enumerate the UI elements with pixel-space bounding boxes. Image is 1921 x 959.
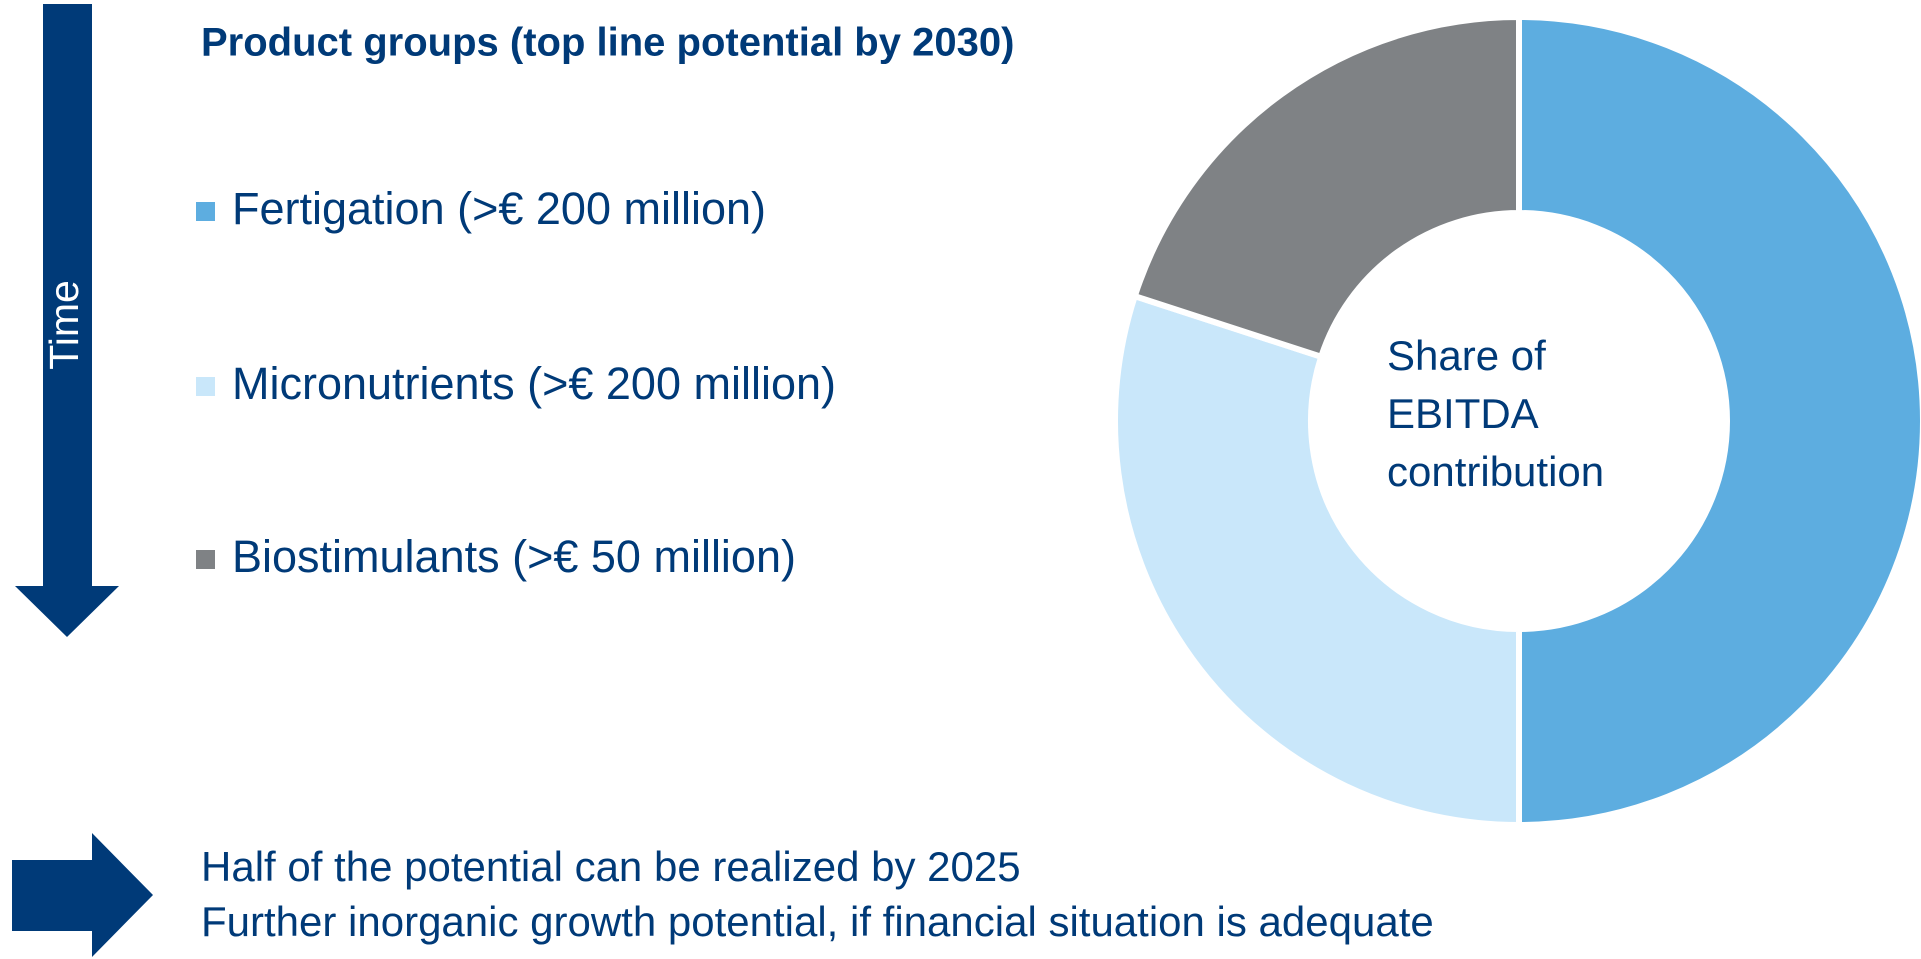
time-arrow-head xyxy=(15,586,119,637)
time-arrow-shaft xyxy=(43,4,92,587)
legend-label: Fertigation (>€ 200 million) xyxy=(232,183,766,234)
center-label: contribution xyxy=(1387,448,1604,495)
conclusion-arrow xyxy=(12,833,153,957)
legend-label: Micronutrients (>€ 200 million) xyxy=(232,358,836,409)
center-label: Share of xyxy=(1387,332,1546,379)
legend-swatch xyxy=(196,202,215,221)
legend-swatch xyxy=(196,550,215,569)
center-label: EBITDA xyxy=(1387,390,1539,437)
time-label: Time xyxy=(41,280,87,370)
donut-segment xyxy=(1516,13,1921,829)
donut-segment xyxy=(1130,13,1522,361)
legend-label: Biostimulants (>€ 50 million) xyxy=(232,531,796,582)
chart-title: Product groups (top line potential by 20… xyxy=(201,21,1014,65)
donut-segment xyxy=(1112,292,1522,829)
conclusion-text: Half of the potential can be realized by… xyxy=(201,843,1021,890)
conclusion-text: Further inorganic growth potential, if f… xyxy=(201,898,1434,945)
legend-swatch xyxy=(196,377,215,396)
